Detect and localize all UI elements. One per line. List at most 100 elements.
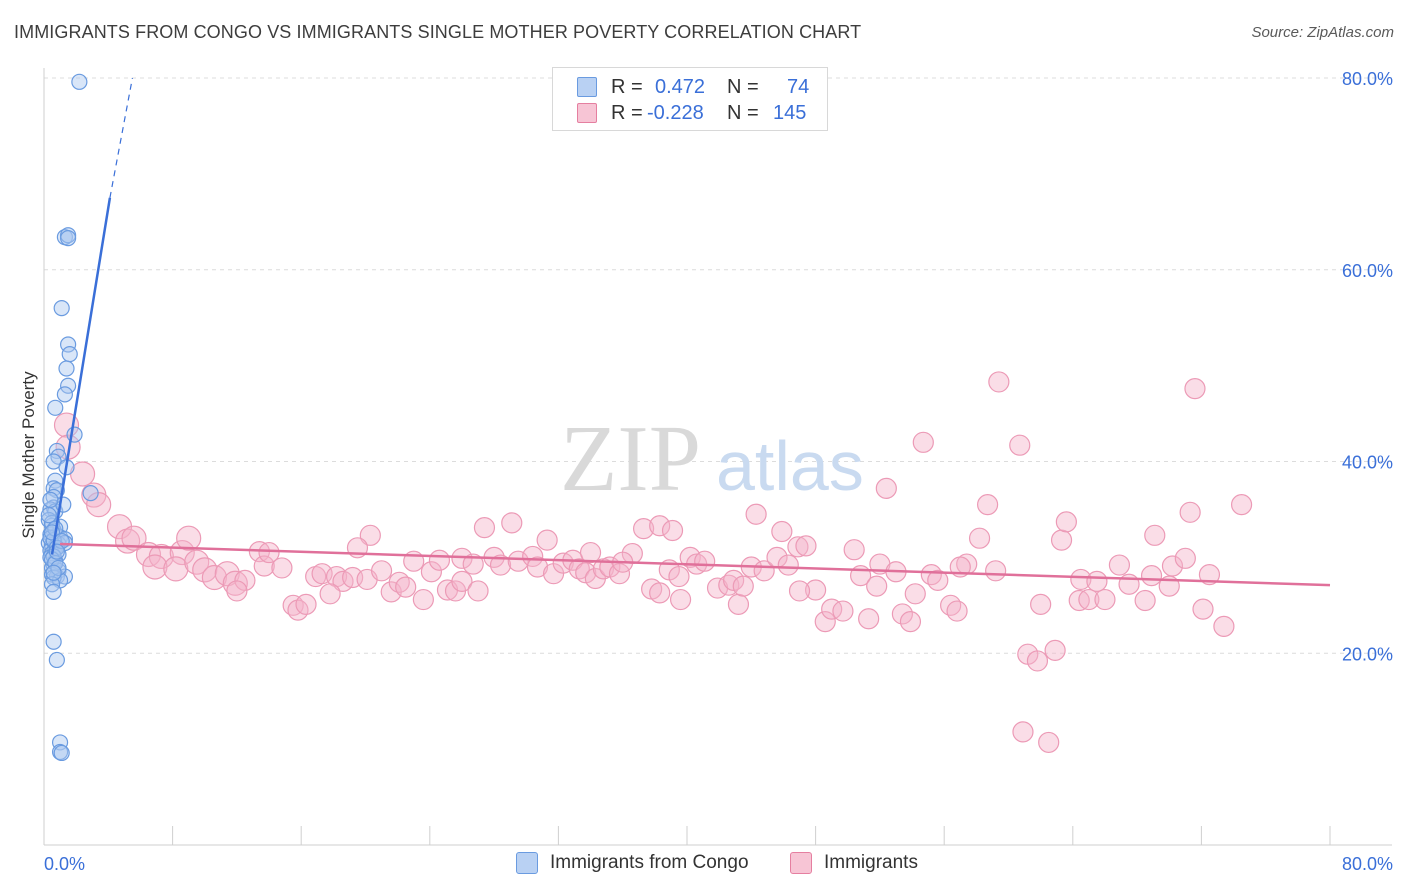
congo-point [45, 583, 62, 600]
immigrants-point [1026, 650, 1049, 672]
congo-point [61, 346, 78, 363]
immigrants-point [1086, 570, 1108, 592]
series-legend: Immigrants from Congo Immigrants [0, 852, 1406, 878]
immigrants-point [668, 565, 690, 588]
immigrants-point [814, 611, 836, 633]
watermark-atlas: atlas [716, 427, 864, 505]
immigrants-point [142, 554, 168, 580]
immigrants-point [1108, 554, 1131, 576]
chart-title: IMMIGRANTS FROM CONGO VS IMMIGRANTS SING… [14, 22, 862, 42]
legend-item-congo[interactable]: Immigrants from Congo [516, 852, 749, 874]
congo-point [66, 426, 83, 443]
immigrants-point [370, 560, 393, 582]
congo-point [45, 564, 62, 581]
trend-lines [50, 77, 1331, 587]
immigrants-point [501, 512, 523, 534]
immigrants-point [858, 608, 880, 630]
immigrants-point [1055, 511, 1077, 533]
watermark: ZIP atlas [560, 407, 864, 511]
immigrants-point [832, 600, 854, 622]
immigrants-point [988, 371, 1010, 393]
immigrants-point [1184, 378, 1206, 400]
congo-point [40, 507, 57, 524]
immigrants-point [821, 598, 843, 620]
immigrants-point [649, 515, 671, 537]
congo-point [60, 377, 77, 394]
immigrants-point [985, 560, 1007, 582]
immigrants-point [843, 539, 865, 561]
congo-point [71, 73, 88, 90]
immigrants-point [1134, 589, 1156, 612]
immigrants-point [891, 603, 914, 625]
immigrants-point [568, 558, 590, 580]
y-tick-label: 20.0% [1342, 644, 1393, 664]
immigrants-point [319, 583, 341, 605]
legend-n-label: N = [727, 101, 759, 124]
congo-trend-extension [109, 77, 134, 198]
source-label: Source: ZipAtlas.com [1251, 24, 1394, 41]
legend-r-label: R = [611, 101, 643, 124]
congo-points [40, 73, 99, 762]
immigrants-point [771, 520, 793, 543]
y-axis-label: Single Mother Poverty [19, 371, 38, 539]
legend-n-label: N = [727, 75, 759, 98]
immigrants-point [1009, 434, 1031, 456]
immigrants-point [1044, 639, 1066, 661]
immigrants-point [804, 579, 827, 601]
immigrants-point [788, 580, 811, 602]
immigrants-point [968, 527, 991, 549]
immigrants-point [694, 550, 716, 572]
congo-point [56, 386, 73, 403]
immigrants-point [234, 569, 256, 591]
immigrants-point [1179, 501, 1201, 523]
stats-legend: R = 0.472 N = 74 R = -0.228 N = 145 [552, 67, 828, 131]
immigrants-point [451, 570, 473, 592]
immigrants-point [1174, 547, 1196, 569]
immigrants-point [420, 561, 443, 583]
congo-point [47, 399, 64, 416]
immigrants-point [176, 525, 202, 551]
immigrants-point [473, 517, 496, 539]
immigrants-point [745, 503, 767, 525]
congo-point [82, 485, 99, 502]
immigrants-point [1161, 555, 1184, 577]
immigrants-point [253, 555, 275, 577]
legend-swatch-congo [516, 852, 538, 874]
immigrants-point [661, 519, 684, 542]
watermark-zip: ZIP [560, 407, 701, 511]
immigrants-point [875, 477, 897, 499]
immigrants-point [940, 594, 962, 616]
legend-swatch-congo [577, 77, 597, 97]
immigrants-point [1144, 524, 1166, 546]
immigrants-point [777, 554, 799, 576]
immigrants-point [258, 541, 280, 564]
immigrants-point [295, 593, 317, 615]
immigrants-point [669, 588, 692, 611]
immigrants-point [977, 494, 999, 516]
axes [43, 68, 1392, 846]
immigrants-point [912, 431, 934, 453]
immigrants-point [526, 556, 549, 578]
y-tick-label: 40.0% [1342, 453, 1393, 473]
congo-point [42, 491, 59, 508]
legend-label-congo: Immigrants from Congo [550, 852, 749, 873]
legend-item-immigrants[interactable]: Immigrants [790, 852, 918, 874]
congo-point [60, 230, 77, 247]
immigrants-point [927, 569, 949, 591]
immigrants-point [163, 556, 189, 582]
immigrants-point [866, 575, 888, 597]
immigrants-point [1030, 593, 1052, 615]
immigrants-point [462, 553, 484, 575]
immigrants-point [1230, 494, 1253, 516]
legend-swatch-immigrants [577, 103, 597, 123]
legend-r-value-immigrants: -0.228 [647, 101, 704, 124]
immigrants-point [579, 541, 602, 564]
immigrants-point [536, 529, 558, 551]
immigrants-point [787, 536, 809, 558]
legend-r-label: R = [611, 75, 643, 98]
immigrants-point [1213, 615, 1235, 638]
immigrants-point [920, 564, 942, 586]
legend-n-value-immigrants: 145 [773, 101, 807, 124]
congo-point [50, 559, 67, 577]
immigrants-point [1070, 568, 1092, 591]
